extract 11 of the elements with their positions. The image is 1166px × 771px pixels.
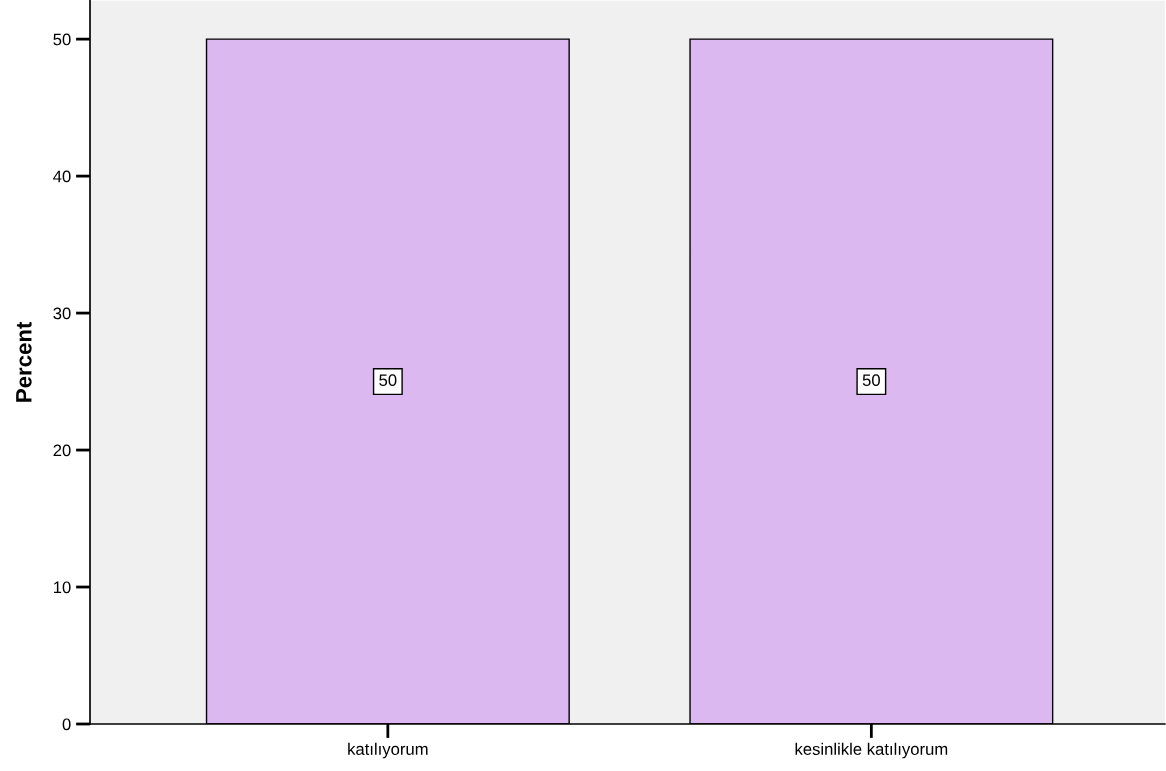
y-tick-label: 30 [53,307,71,320]
x-tick-label: kesinlikle katılıyorum [795,742,948,759]
y-axis-title: Percent [16,321,32,402]
data-label: 50 [379,374,397,387]
data-label: 50 [862,374,880,387]
y-tick-label: 50 [53,33,71,46]
y-tick-label: 0 [62,718,71,731]
y-tick-label: 10 [53,581,71,594]
y-tick-label: 40 [53,170,71,183]
y-tick-label: 20 [53,444,71,457]
x-tick-label: katılıyorum [348,742,428,759]
